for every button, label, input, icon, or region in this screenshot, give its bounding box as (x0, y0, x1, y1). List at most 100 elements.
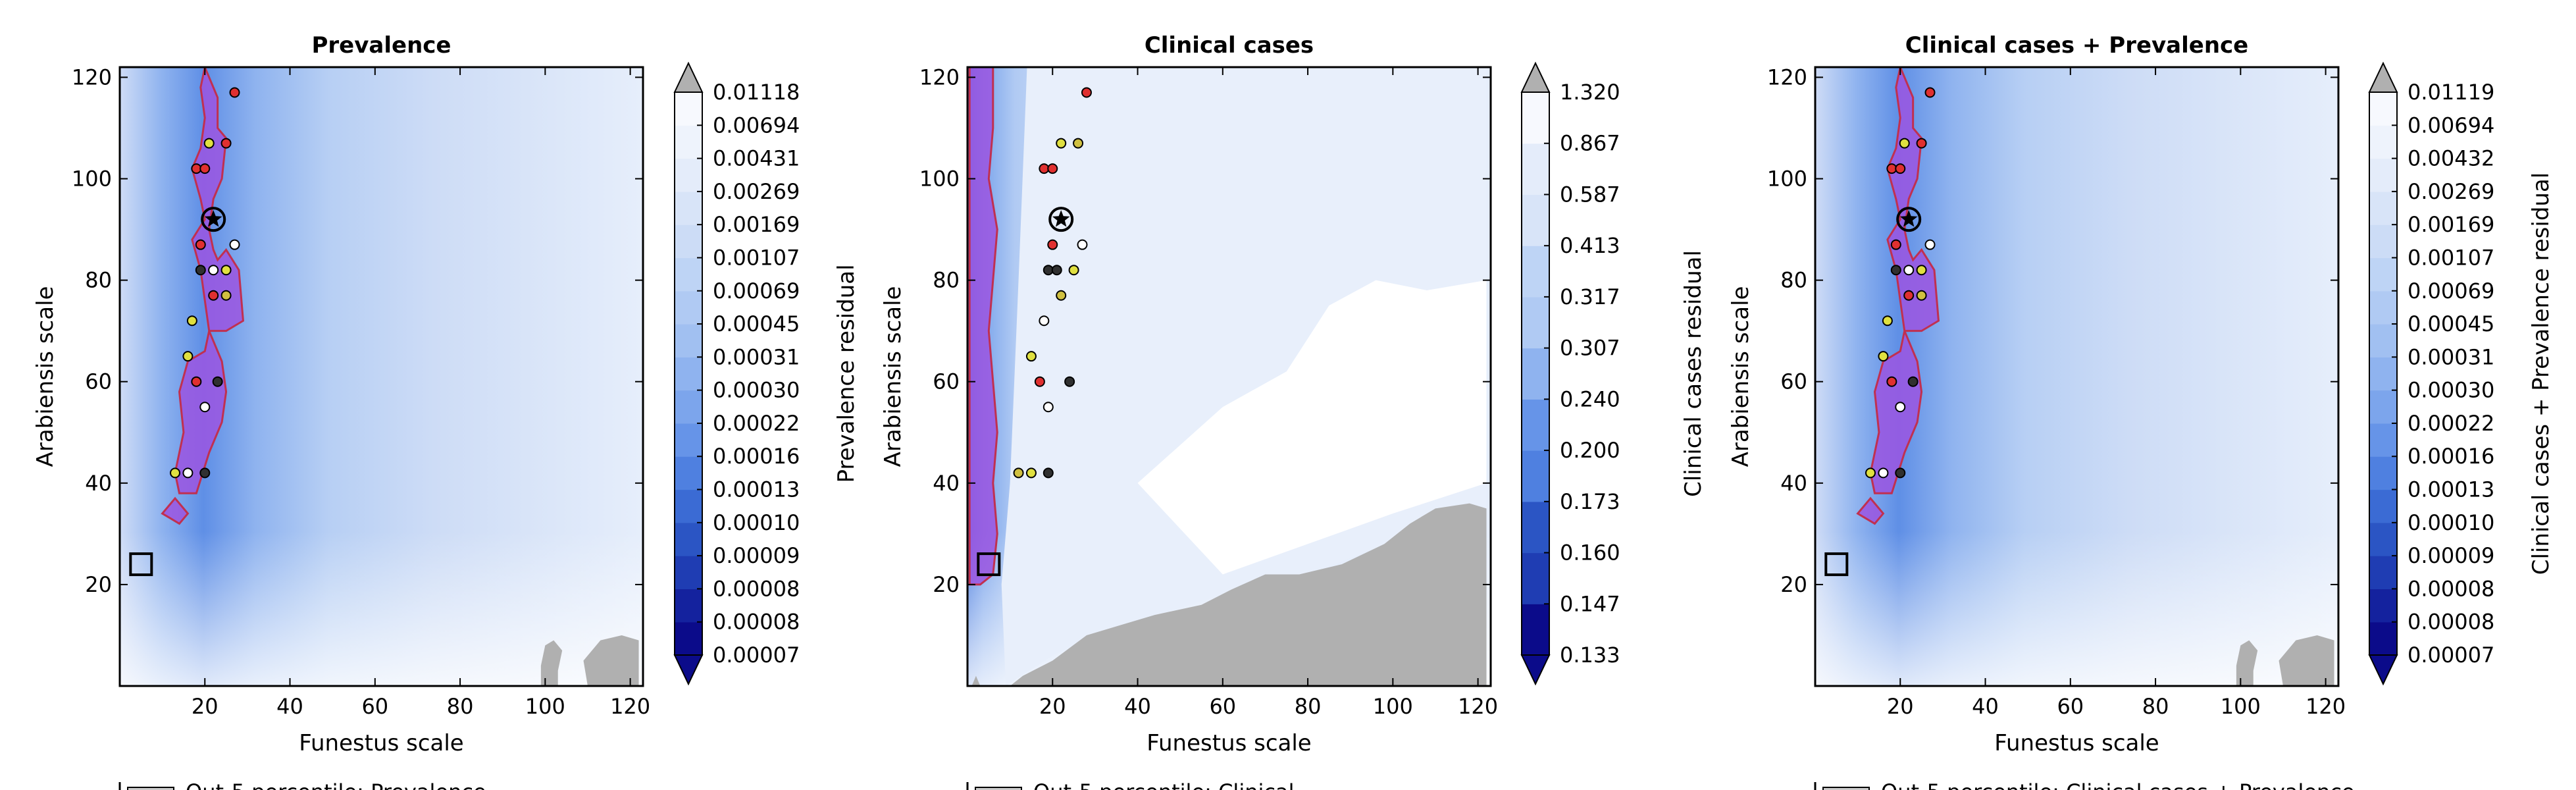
site-point (1882, 315, 1893, 327)
x-tick-label: 20 (1887, 694, 1914, 719)
colorbar-tick-label: 0.00169 (2408, 212, 2494, 237)
site-point (195, 265, 206, 276)
chart-title: Clinical cases + Prevalence (1905, 32, 2249, 59)
out-5-percentile-region (174, 67, 245, 494)
colorbar-segment (1522, 450, 1549, 502)
colorbar-segment (2369, 589, 2397, 623)
site-point (1916, 138, 1927, 149)
colorbar-tick-label: 0.00030 (2408, 378, 2494, 403)
site-point (1903, 265, 1915, 276)
x-tick-label: 60 (361, 694, 388, 719)
colorbar-segment (2369, 158, 2397, 192)
site-point (1043, 467, 1054, 479)
colorbar-segment (675, 191, 702, 225)
out-5-percentile-region (161, 496, 190, 525)
colorbar-segment (1522, 348, 1549, 400)
colorbar-segment (675, 390, 702, 424)
grey-region (540, 640, 563, 686)
colorbar-segment (1522, 143, 1549, 196)
site-point (1916, 290, 1927, 301)
y-tick-label: 80 (1780, 268, 1807, 293)
colorbar-segment (2369, 257, 2397, 292)
y-tick-label: 120 (72, 65, 112, 90)
colorbar-tick-label: 0.00269 (713, 179, 800, 204)
legend-label: Out-5 percentile: Clinical cases + Preva… (1881, 779, 2355, 790)
colorbar-tick-label: 0.00269 (2408, 179, 2494, 204)
colorbar-tick-label: 0.00432 (2408, 146, 2494, 171)
site-point (1039, 315, 1050, 327)
site-point (1878, 351, 1889, 362)
colorbar-tick-label: 0.00045 (713, 311, 800, 336)
contour-level-light (1001, 67, 1487, 686)
y-tick-label: 100 (72, 167, 112, 192)
site-point (229, 87, 240, 98)
colorbar-segment (2369, 224, 2397, 259)
colorbar-tick-label: 0.00016 (713, 444, 800, 469)
colorbar-segment (1522, 92, 1549, 144)
colorbar-extend-top (1520, 61, 1551, 93)
colorbar-tick-label: 0.240 (1560, 386, 1620, 411)
site-point (1886, 376, 1897, 387)
site-point (1051, 265, 1062, 276)
site-point (1068, 265, 1079, 276)
colorbar-tick-label: 0.00008 (2408, 610, 2494, 635)
axes-frame (118, 66, 644, 687)
colorbar-tick-label: 0.00107 (713, 245, 800, 270)
colorbar-tick-label: 0.00069 (713, 278, 800, 303)
y-tick-label: 120 (1767, 65, 1807, 90)
grey-region (583, 635, 639, 686)
colorbar-extend-bottom (2368, 654, 2398, 686)
colorbar-segment (2369, 324, 2397, 357)
colorbar-label: Clinical cases residual (1680, 250, 1707, 497)
colorbar-segment (675, 357, 702, 391)
colorbar-tick-label: 0.00007 (2408, 643, 2494, 668)
site-point (186, 315, 197, 327)
colorbar-tick-label: 0.133 (1560, 643, 1620, 668)
axes-frame (966, 66, 1492, 687)
colorbar-segment (2369, 522, 2397, 556)
site-point (1013, 467, 1024, 479)
x-axis-label: Funestus scale (299, 730, 463, 756)
colorbar-segment (2369, 556, 2397, 590)
colorbar-tick-label: 0.413 (1560, 233, 1620, 258)
colorbar-segment (1522, 501, 1549, 554)
colorbar-tick-label: 0.00009 (2408, 543, 2494, 568)
colorbar-segment (1522, 399, 1549, 451)
colorbar-tick-label: 0.01118 (713, 80, 800, 105)
legend-swatch (975, 787, 1022, 790)
chart-title: Prevalence (312, 32, 451, 59)
star-marker (1052, 210, 1070, 227)
colorbar-segment (1522, 296, 1549, 349)
chart-panel-2: 20 40 60 80 100 120 20 40 60 80 100 120 Clinical cas… (880, 32, 1707, 790)
colorbar-tick-label: 0.160 (1560, 540, 1620, 566)
colorbar-tick-label: 0.00694 (2408, 113, 2494, 138)
colorbar-segment (675, 257, 702, 292)
site-point (1077, 239, 1088, 250)
colorbar-extend-bottom (673, 654, 704, 686)
x-tick-label: 40 (1124, 694, 1151, 719)
out-5-percentile-region (1856, 496, 1885, 525)
x-tick-label: 60 (2057, 694, 2084, 719)
grey-region (2236, 640, 2258, 686)
colorbar-extend-top (2368, 61, 2398, 93)
star-marker-ring (1896, 207, 1922, 232)
colorbar-segment (1522, 194, 1549, 246)
y-tick-label: 40 (1780, 471, 1807, 496)
grey-region (2279, 635, 2334, 686)
colorbar-tick-label: 0.307 (1560, 336, 1620, 361)
colorbar-tick-label: 0.00031 (2408, 344, 2494, 369)
x-tick-label: 100 (2221, 694, 2261, 719)
colorbar-tick-label: 0.00010 (2408, 510, 2494, 535)
y-tick-label: 100 (919, 167, 960, 192)
site-point (199, 402, 211, 413)
x-tick-label: 60 (1209, 694, 1236, 719)
legend-swatch (1822, 787, 1870, 790)
square-marker (977, 552, 1001, 577)
y-tick-label: 20 (933, 572, 960, 597)
site-point (1034, 376, 1045, 387)
colorbar-segment (675, 92, 702, 126)
legend-swatch (127, 787, 174, 790)
site-point (1895, 402, 1906, 413)
colorbar-segment (2369, 621, 2397, 656)
